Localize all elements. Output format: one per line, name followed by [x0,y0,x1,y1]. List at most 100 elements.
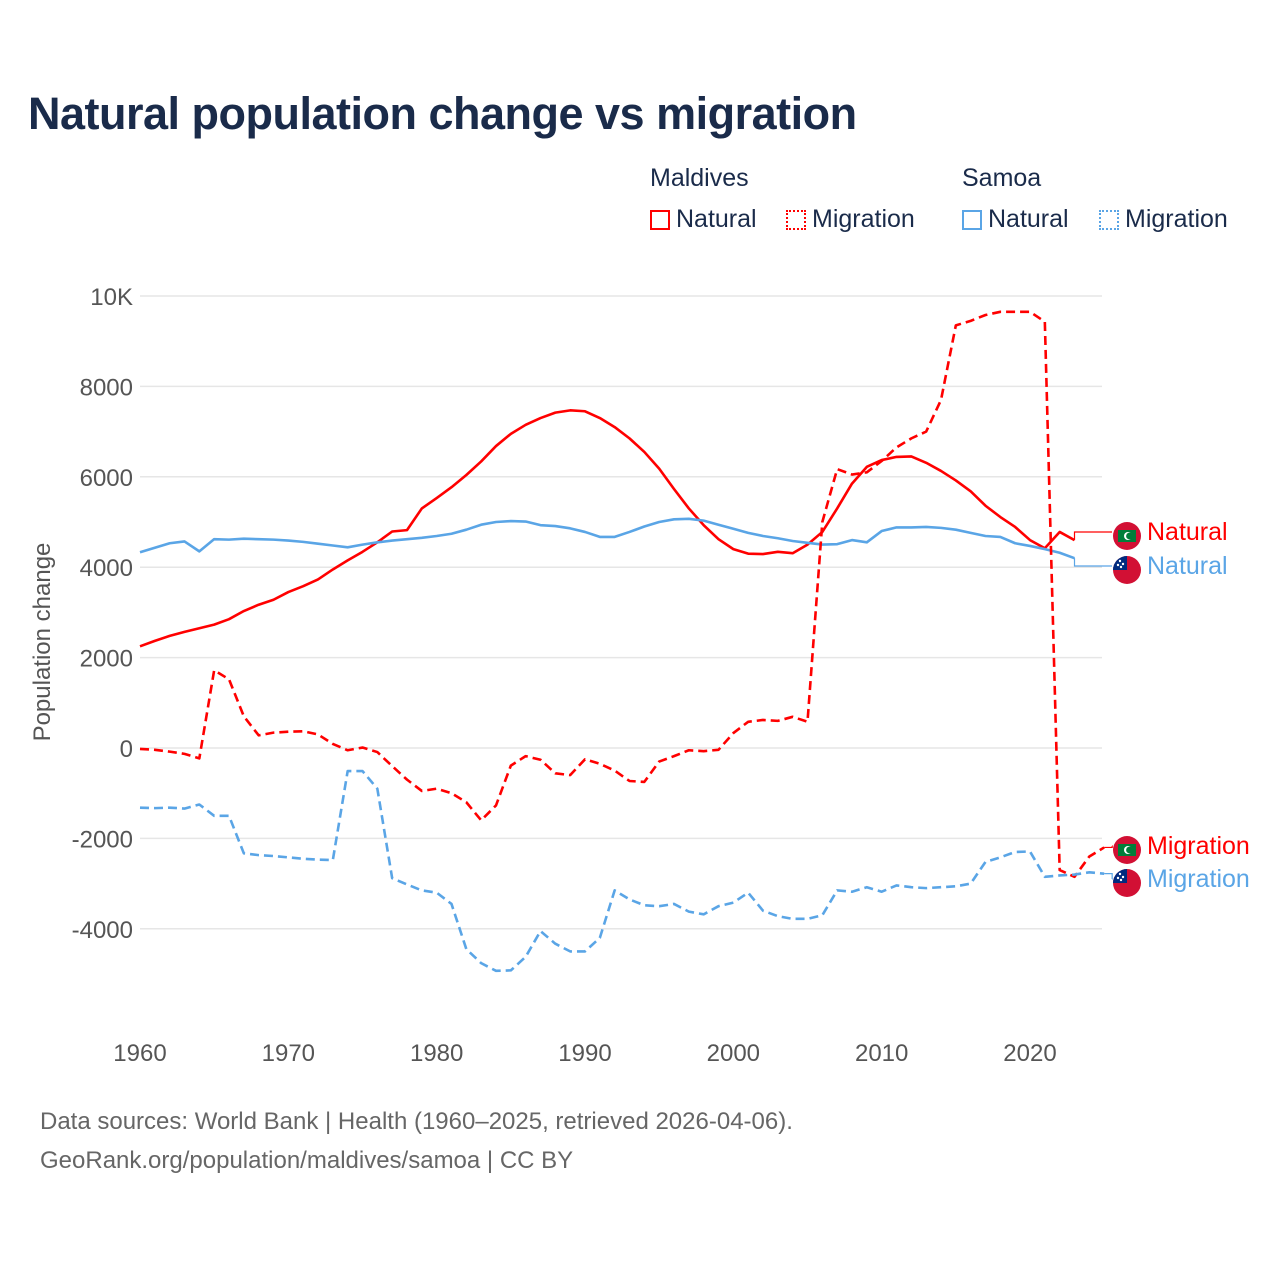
data-point [1057,529,1063,535]
data-point [300,583,306,589]
data-point [1027,849,1033,855]
data-point [508,763,514,769]
data-point [567,407,573,413]
data-point [167,749,173,755]
data-point [404,882,410,888]
data-point [167,805,173,811]
data-point [671,901,677,907]
data-point [493,443,499,449]
data-point [997,309,1003,315]
legend-group-maldives: Maldives [650,164,749,192]
data-point [879,528,885,534]
legend-maldives-migration[interactable]: Migration [786,205,915,234]
y-tick-label: -2000 [72,826,133,853]
legend-label: Migration [812,205,915,233]
data-point [182,629,188,635]
data-point [226,537,232,543]
data-point [1012,849,1018,855]
data-point [953,527,959,533]
data-point [908,884,914,890]
data-point [1086,869,1092,875]
data-point [953,477,959,483]
series-end-label: Migration [1147,865,1250,893]
y-tick-label: 4000 [80,555,133,582]
x-tick-label: 2000 [707,1040,760,1067]
data-point [538,757,544,763]
data-point [894,524,900,530]
data-point [983,312,989,318]
data-point [612,424,618,430]
data-point [997,514,1003,520]
data-point [790,714,796,720]
legend-samoa-natural[interactable]: Natural [962,205,1069,234]
data-point [701,748,707,754]
data-point [819,519,825,525]
footer-sources: Data sources: World Bank | Health (1960–… [40,1108,793,1135]
data-point [508,431,514,437]
dotted-swatch-icon [786,209,806,230]
solid-swatch-icon [650,209,670,230]
data-point [760,717,766,723]
data-point [849,481,855,487]
data-point [760,908,766,914]
data-point [775,718,781,724]
data-point [271,730,277,736]
data-point [908,453,914,459]
data-point [968,318,974,324]
data-point [256,852,262,858]
data-point [360,768,366,774]
data-point [567,525,573,531]
data-point [1042,319,1048,325]
data-point [805,719,811,725]
label-connector [1104,845,1113,849]
data-point [1042,546,1048,552]
data-point [434,786,440,792]
data-point [716,747,722,753]
data-point [819,912,825,918]
data-point [775,549,781,555]
legend-maldives-natural[interactable]: Natural [650,205,757,234]
data-point [389,528,395,534]
chart-title: Natural population change vs migration [28,88,857,139]
data-point [256,732,262,738]
data-point [211,536,217,542]
data-point [997,534,1003,540]
data-point [478,522,484,528]
data-point [790,550,796,556]
data-point [864,469,870,475]
data-point [463,527,469,533]
x-tick-label: 2010 [855,1040,908,1067]
data-point [1057,550,1063,556]
data-point [404,536,410,542]
data-point [330,543,336,549]
legend-samoa-migration[interactable]: Migration [1099,205,1228,234]
data-point [419,788,425,794]
data-point [938,884,944,890]
data-point [434,495,440,501]
series-end-label: Natural [1147,518,1228,546]
samoa-flag-icon [1113,869,1141,897]
data-point [226,676,232,682]
data-point [449,484,455,490]
legend-label: Natural [676,205,757,233]
data-point [656,519,662,525]
legend-group-samoa: Samoa [962,164,1042,192]
y-tick-label: 8000 [80,374,133,401]
footer-link[interactable]: GeoRank.org/population/maldives/samoa | … [40,1147,574,1174]
data-point [256,602,262,608]
data-point [360,745,366,751]
data-point [330,857,336,863]
samoa-flag-icon [1113,556,1141,584]
data-point [716,522,722,528]
data-point [730,546,736,552]
series-line-maldives-natural [139,409,1076,648]
y-tick-label: 6000 [80,465,133,492]
series-line-maldives-migration [139,310,1105,879]
dotted-swatch-icon [1099,209,1119,230]
y-tick-label: 10K [90,284,133,311]
data-point [790,916,796,922]
data-point [152,805,158,811]
data-point [226,813,232,819]
data-point [538,415,544,421]
data-point [478,960,484,966]
